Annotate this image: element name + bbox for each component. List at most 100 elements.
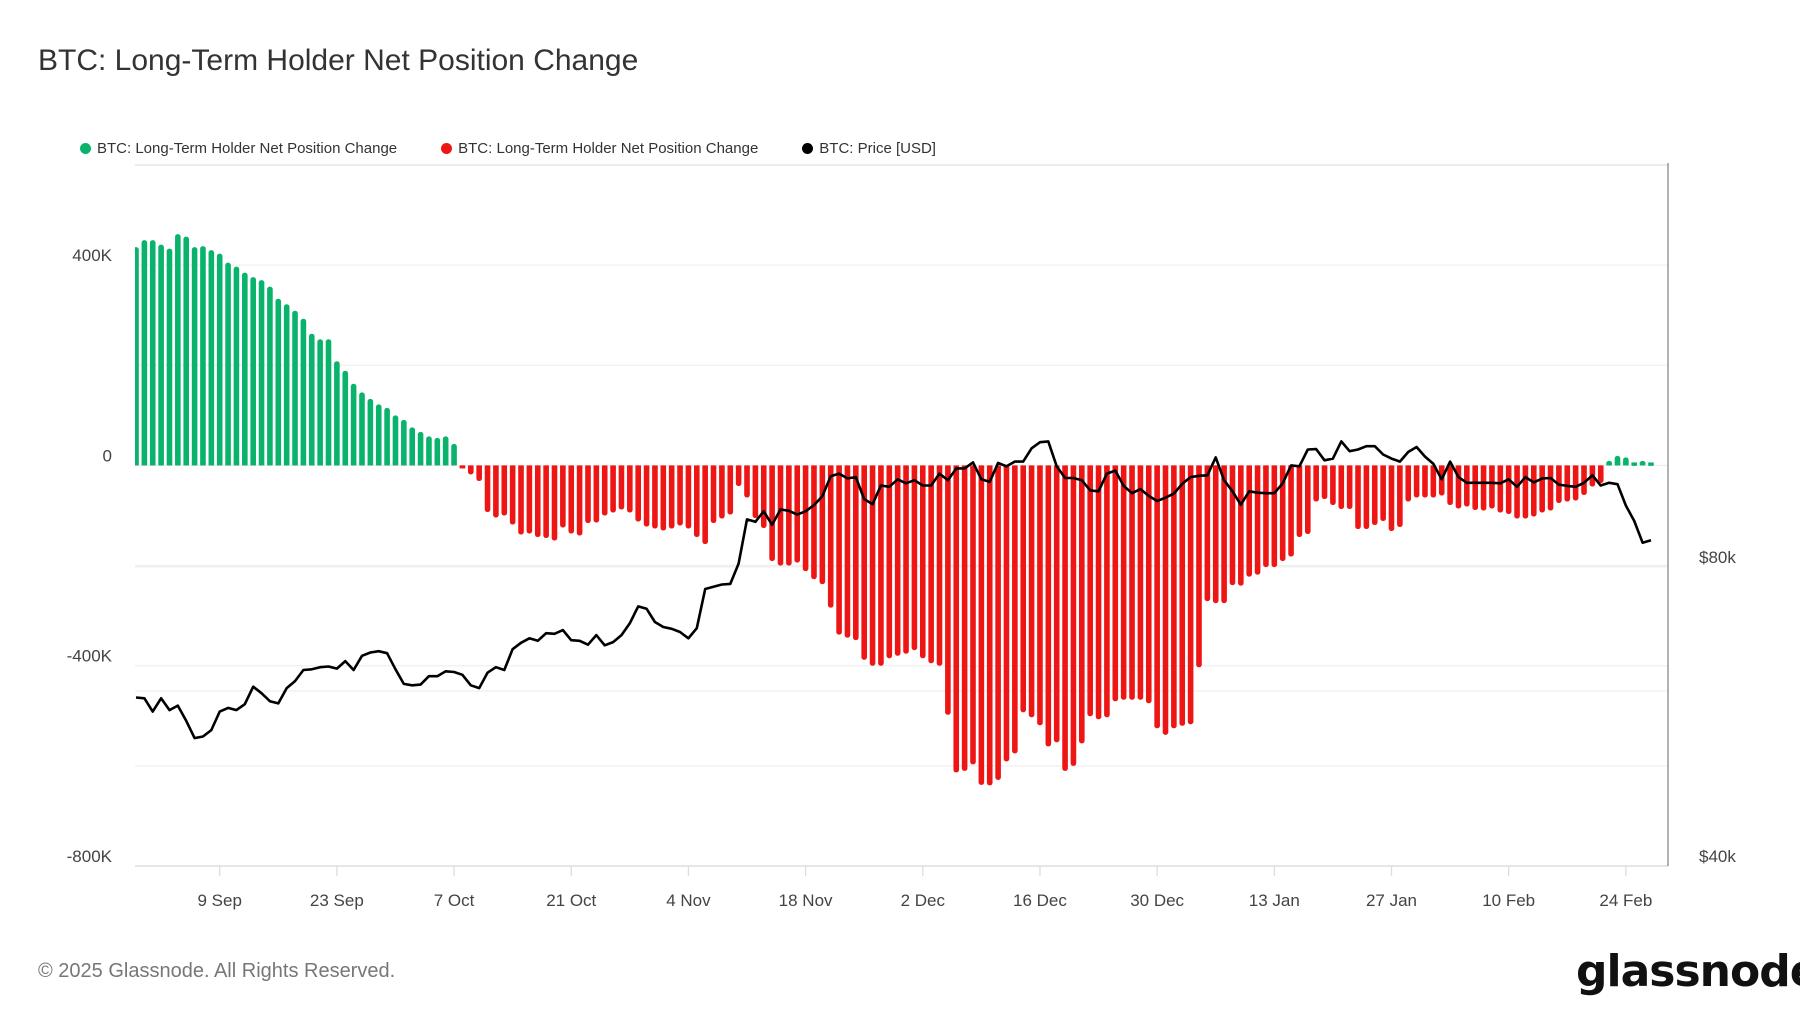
bar-base (300, 462, 307, 466)
bar-base (1380, 465, 1386, 469)
bar-base (191, 462, 198, 466)
bar-base (1522, 465, 1529, 469)
bar-base (945, 465, 951, 469)
legend-label: BTC: Long-Term Holder Net Position Chang… (458, 140, 759, 157)
bar-negative (1087, 465, 1093, 717)
bar-base (1079, 465, 1085, 469)
bar-base (1212, 465, 1219, 469)
bar-base (426, 462, 432, 466)
bar-base (1422, 465, 1428, 469)
bar-base (1455, 465, 1462, 469)
bar-negative (786, 465, 792, 566)
bar-negative (1430, 465, 1437, 498)
bar-positive (308, 333, 315, 466)
left-axis-tick-label: 0 (103, 446, 112, 465)
bar-base (953, 465, 960, 469)
bar-negative (643, 465, 650, 527)
bar-base (576, 465, 583, 469)
bar-base (1438, 465, 1445, 469)
bar-positive (175, 234, 181, 466)
x-axis-tick-label: 9 Sep (197, 891, 241, 910)
bar-negative (1371, 465, 1378, 526)
bar-base (141, 462, 148, 466)
legend-item-lth-positive[interactable]: BTC: Long-Term Holder Net Position Chang… (80, 140, 397, 157)
bar-base (719, 465, 725, 469)
bar-negative (853, 465, 859, 641)
bar-negative (894, 465, 901, 656)
bar-base (1045, 465, 1052, 469)
bar-negative (719, 465, 725, 519)
bar-negative (1564, 465, 1571, 502)
bar-base (635, 465, 641, 469)
bar-positive (233, 266, 240, 466)
bar-negative (777, 465, 784, 566)
bar-negative (1522, 465, 1529, 519)
bar-base (1204, 465, 1211, 469)
bar-base (1363, 465, 1370, 469)
gridlines (135, 164, 1668, 767)
bar-base (1464, 465, 1470, 469)
bar-negative (1179, 465, 1186, 726)
bar-base (149, 462, 156, 466)
bar-base (1330, 465, 1336, 469)
bar-positive (350, 383, 357, 466)
bar-negative (601, 465, 608, 516)
bar-base (777, 465, 784, 469)
bar-base (601, 465, 608, 469)
bar-base (1489, 465, 1495, 469)
bar-base (1137, 465, 1144, 469)
bar-base (208, 462, 215, 466)
bar-base (1187, 465, 1194, 469)
bar-base (442, 462, 449, 466)
bar-negative (970, 465, 976, 765)
bar-base (903, 465, 909, 469)
bar-negative (1581, 465, 1587, 495)
bar-base (811, 465, 817, 469)
bar-negative (752, 465, 759, 519)
bar-base (618, 465, 625, 469)
bar-base (1095, 465, 1102, 469)
bar-negative (668, 465, 675, 529)
bar-negative (568, 465, 575, 534)
bar-base (1346, 465, 1353, 469)
bar-base (693, 465, 700, 469)
bar-base (978, 465, 985, 469)
bar-negative (551, 465, 558, 541)
legend-item-lth-negative[interactable]: BTC: Long-Term Holder Net Position Chang… (441, 140, 758, 157)
bar-positive (325, 339, 332, 466)
bar-base (1631, 462, 1638, 466)
legend-dot-black-icon (802, 143, 814, 154)
bar-base (827, 465, 834, 469)
bar-base (1405, 465, 1412, 469)
bar-positive (158, 244, 164, 466)
bar-base (175, 462, 181, 466)
bar-base (1104, 465, 1110, 469)
bar-base (1271, 465, 1278, 469)
bar-positive (242, 272, 248, 466)
bar-positive (216, 253, 223, 466)
bar-negative (543, 465, 549, 539)
bar-positive (317, 339, 323, 466)
bar-base (652, 465, 658, 469)
bar-negative (869, 465, 876, 666)
x-axis-tick-label: 4 Nov (666, 891, 711, 910)
bar-base (409, 462, 416, 466)
bar-base (928, 465, 934, 469)
bar-negative (1003, 465, 1010, 762)
bar-base (1179, 465, 1186, 469)
copyright-footer: © 2025 Glassnode. All Rights Reserved. (38, 960, 396, 982)
left-axis-tick-label: -800K (67, 847, 113, 866)
legend-item-price[interactable]: BTC: Price [USD] (802, 140, 936, 157)
bar-positive (409, 427, 416, 466)
bar-base (1581, 465, 1587, 469)
bar-negative (836, 465, 842, 635)
bar-negative (484, 465, 491, 512)
bar-base (1547, 465, 1554, 469)
legend-label: BTC: Price [USD] (819, 140, 936, 157)
bar-negative (1120, 465, 1127, 700)
bar-positive (401, 419, 407, 466)
x-axis-tick-label: 23 Sep (310, 891, 364, 910)
bar-base (459, 465, 466, 469)
bar-positive (426, 436, 432, 466)
bar-negative (769, 465, 775, 562)
